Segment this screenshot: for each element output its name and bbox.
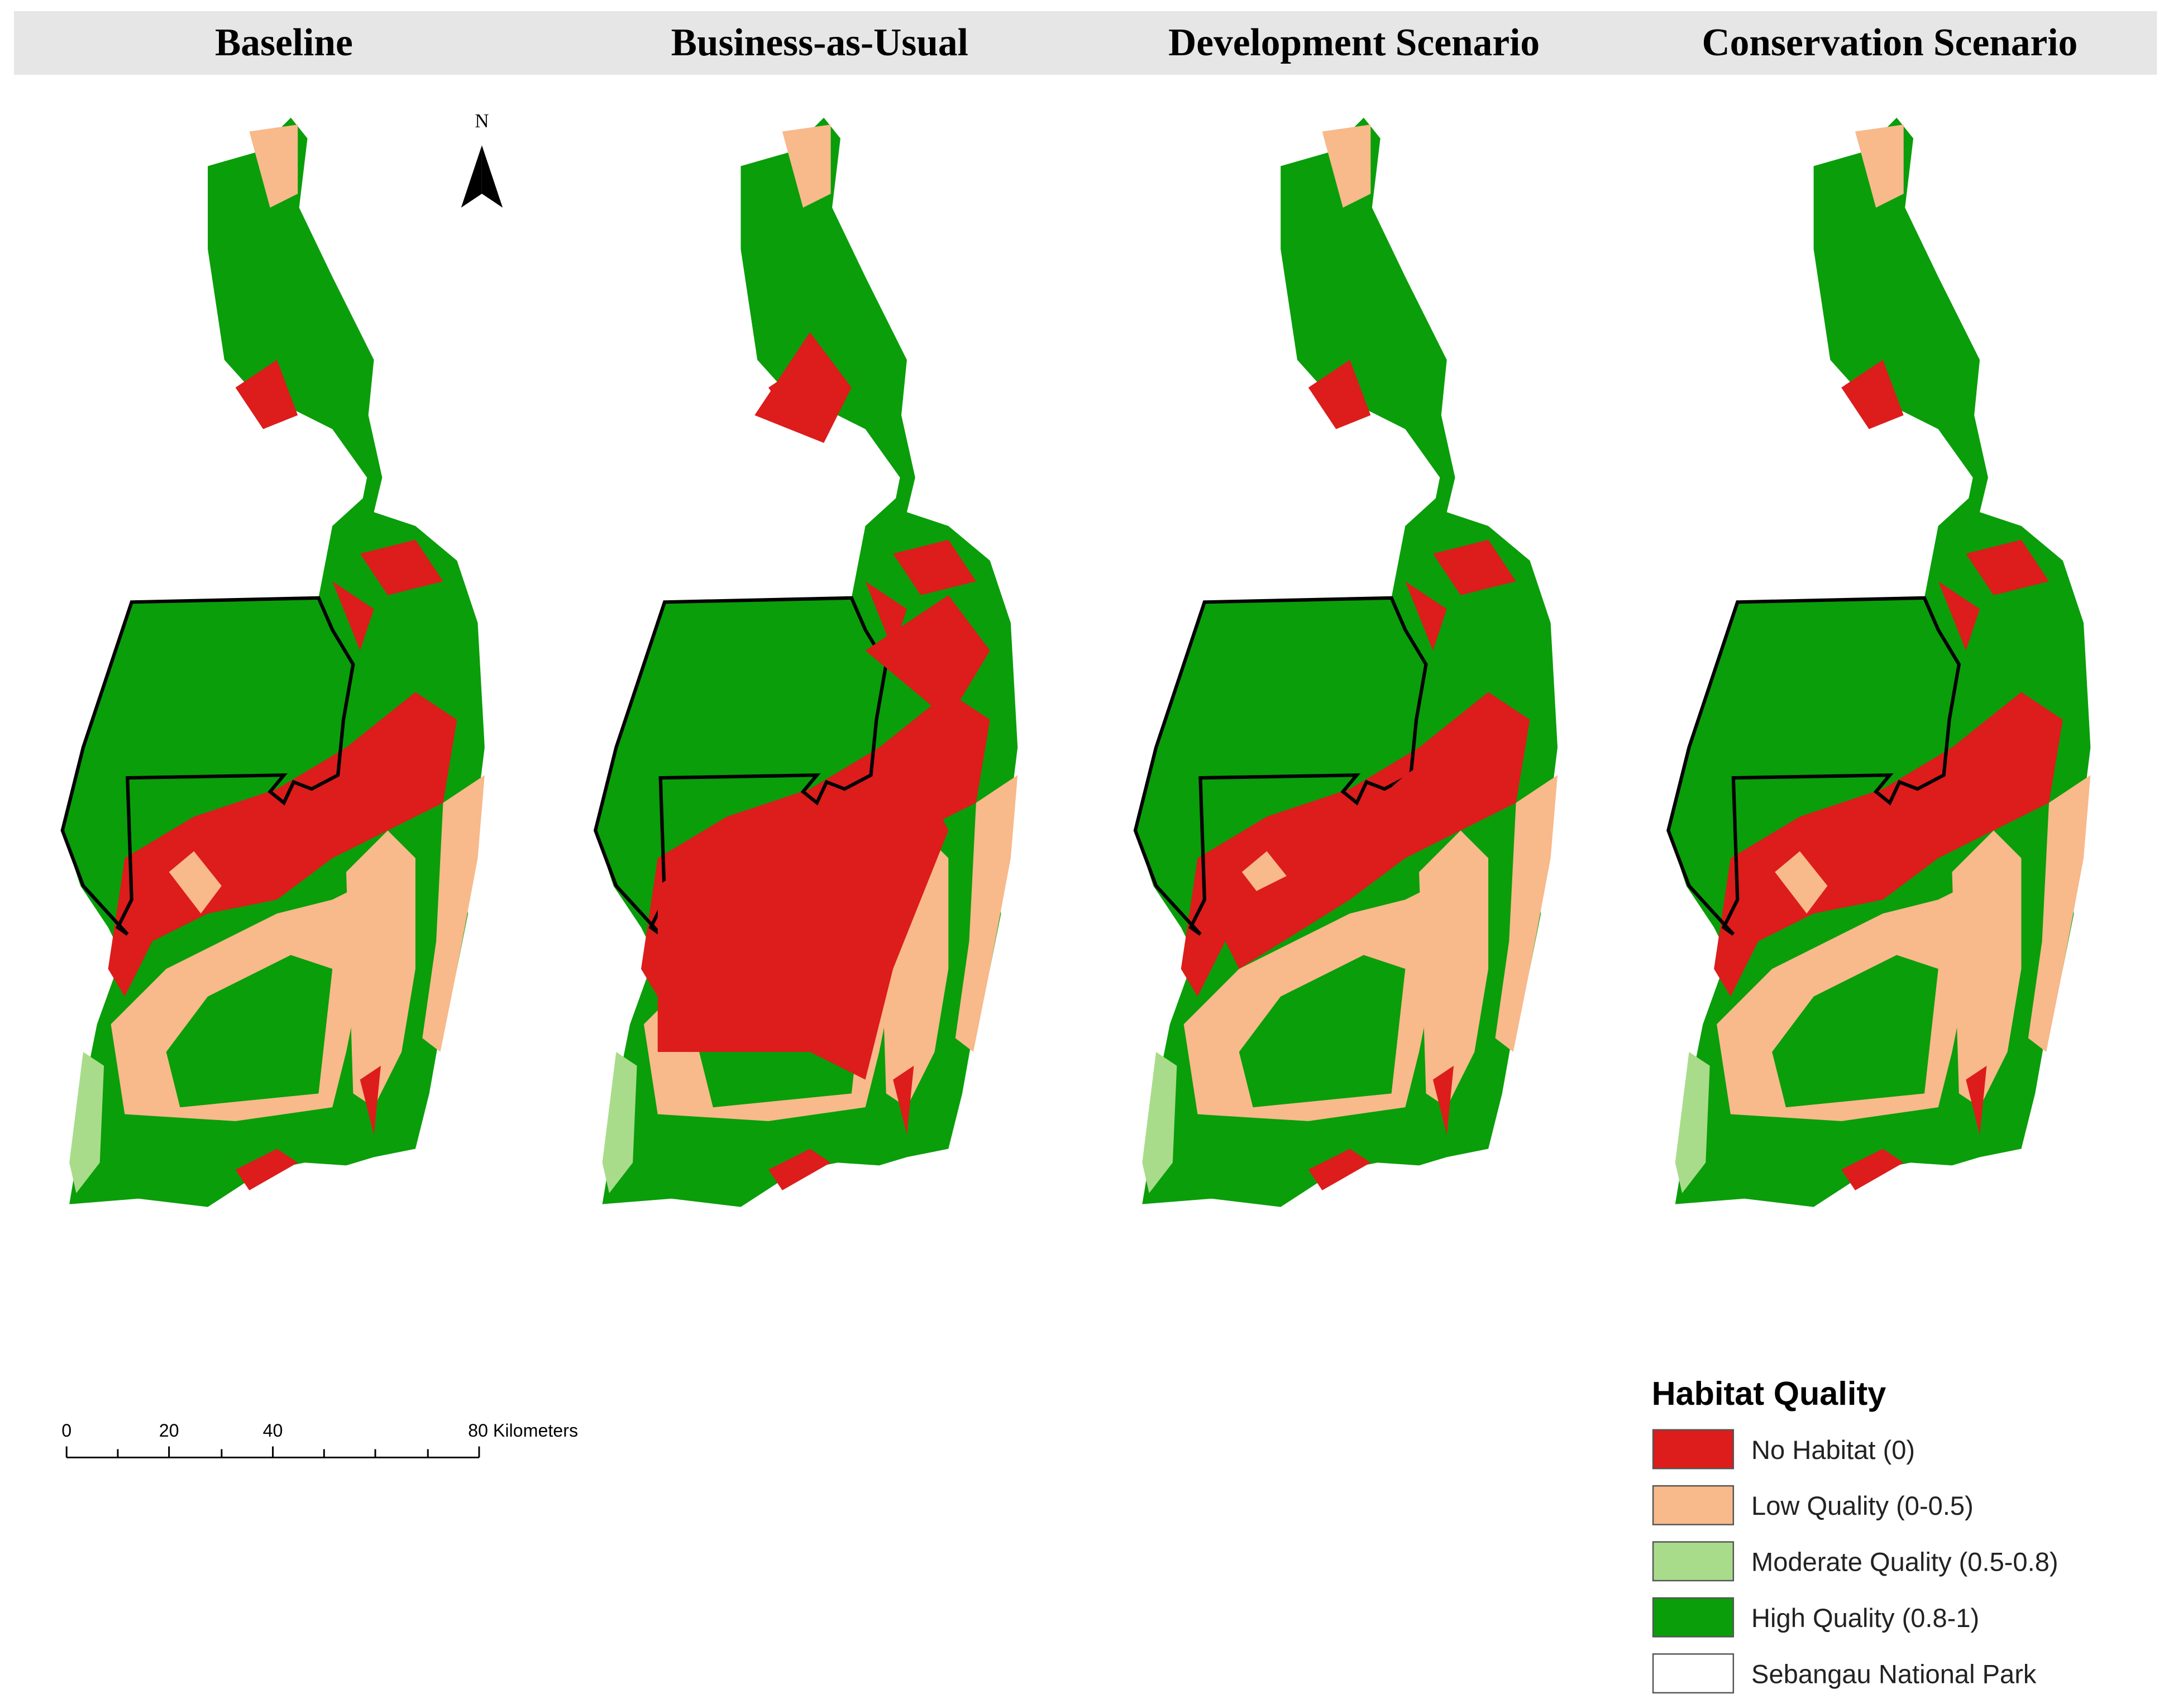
no-habitat-area (1211, 720, 1516, 969)
legend: Habitat Quality No Habitat (0) Low Qualit… (1652, 1375, 2058, 1693)
map-base (1135, 118, 1558, 1207)
legend-label: Sebangau National Park (1751, 1659, 2037, 1688)
habitat-map (1135, 118, 1558, 1207)
scale-label: 40 (263, 1420, 283, 1441)
legend-swatch (1652, 1653, 1735, 1693)
habitat-map (63, 118, 485, 1207)
legend-label: Moderate Quality (0.5-0.8) (1751, 1547, 2058, 1577)
map-base (63, 118, 485, 1207)
scale-label: 80 Kilometers (468, 1420, 578, 1441)
habitat-map (1668, 118, 2090, 1207)
legend-swatch (1652, 1429, 1735, 1470)
scale-label: 0 (61, 1420, 71, 1441)
header-bar (14, 11, 2157, 75)
panel-title: Business-as-Usual (671, 21, 968, 64)
panel-title: Conservation Scenario (1702, 21, 2078, 64)
legend-title: Habitat Quality (1652, 1375, 1886, 1412)
legend-swatch (1652, 1485, 1735, 1525)
habitat-map (595, 118, 1017, 1207)
legend-label: High Quality (0.8-1) (1751, 1603, 1979, 1633)
north-arrow: N (461, 110, 503, 208)
legend-label: Low Quality (0-0.5) (1751, 1491, 1974, 1520)
no-habitat-area (657, 332, 990, 1080)
map-base (1668, 118, 2090, 1207)
legend-label: No Habitat (0) (1751, 1435, 1915, 1465)
panel-title: Development Scenario (1168, 21, 1540, 64)
scale-label: 20 (159, 1420, 179, 1441)
legend-swatch (1652, 1597, 1735, 1638)
legend-swatch (1652, 1541, 1735, 1582)
north-label: N (475, 110, 489, 132)
scale-bar (65, 1446, 480, 1458)
panel-title: Baseline (215, 21, 353, 64)
